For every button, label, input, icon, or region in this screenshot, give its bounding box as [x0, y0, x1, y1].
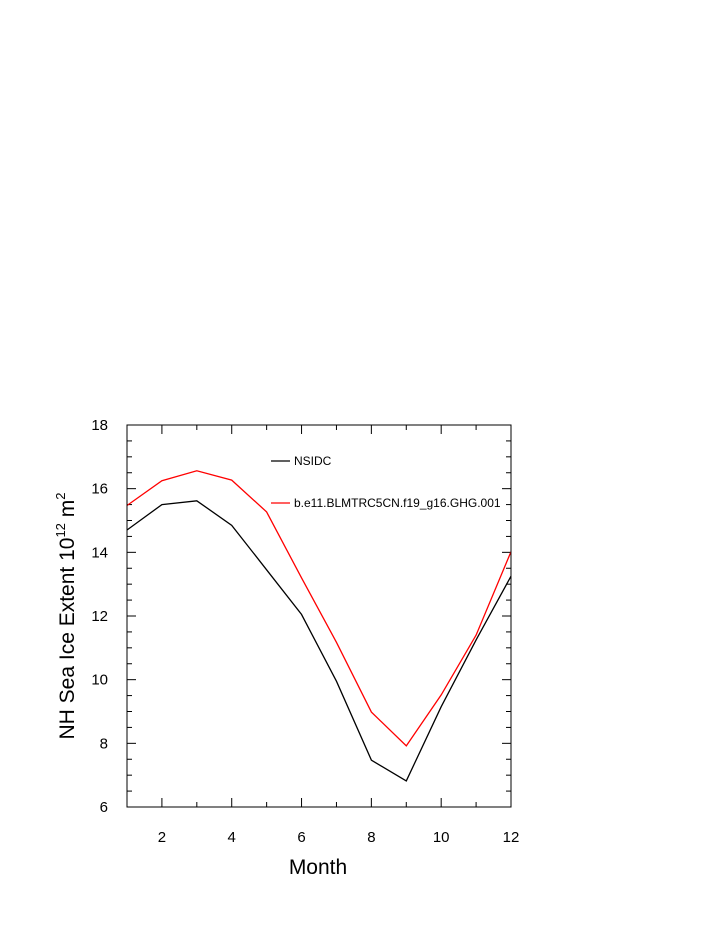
y-tick-label: 8 [100, 735, 108, 752]
x-tick-label: 6 [297, 829, 305, 846]
plot-frame [126, 424, 512, 808]
legend: NSIDC b.e11.BLMTRC5CN.f19_g16.GHG.001 [271, 454, 501, 510]
series-layer [126, 470, 512, 782]
x-tick-label: 10 [433, 829, 450, 846]
series-line-2 [126, 470, 512, 747]
y-tick-label: 16 [91, 481, 108, 498]
y-axis-title-exponent: 12 [53, 523, 68, 537]
x-tick-label: 12 [503, 829, 520, 846]
tick-labels: 2 4 6 8 10 12 6 8 10 12 14 16 18 [91, 417, 519, 846]
legend-label: b.e11.BLMTRC5CN.f19_g16.GHG.001 [294, 496, 501, 510]
y-tick-label: 6 [100, 799, 108, 816]
x-tick-label: 2 [158, 829, 166, 846]
axis-ticks [126, 424, 512, 808]
y-axis-title-main: NH Sea Ice Extent 10 [56, 538, 79, 740]
x-axis-title: Month [289, 856, 347, 879]
series-line-1 [126, 500, 512, 782]
y-tick-label: 10 [91, 672, 108, 689]
x-tick-label: 8 [367, 829, 375, 846]
y-axis-title-unit: m [56, 500, 79, 518]
y-tick-label: 12 [91, 608, 108, 625]
x-tick-label: 4 [228, 829, 236, 846]
y-tick-label: 14 [91, 544, 108, 561]
y-tick-label: 18 [91, 417, 108, 434]
y-axis-title-unit-exponent: 2 [53, 493, 68, 500]
legend-label: NSIDC [294, 454, 332, 468]
y-axis-title: NH Sea Ice Extent 1012 m2 [53, 493, 79, 740]
